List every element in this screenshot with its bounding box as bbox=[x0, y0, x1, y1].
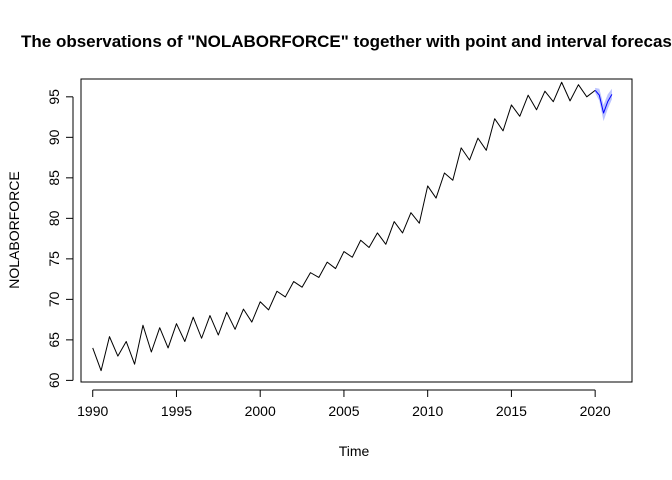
x-tick-label: 2005 bbox=[328, 403, 359, 419]
y-tick-label: 75 bbox=[46, 251, 62, 267]
y-tick-label: 85 bbox=[46, 170, 62, 186]
y-tick-label: 90 bbox=[46, 129, 62, 145]
y-tick-label: 95 bbox=[46, 89, 62, 105]
y-tick-label: 80 bbox=[46, 210, 62, 226]
chart-title: The observations of "NOLABORFORCE" toget… bbox=[21, 32, 672, 51]
y-axis: 60 65 70 75 80 85 90 95 bbox=[46, 89, 74, 388]
x-tick-label: 2010 bbox=[412, 403, 443, 419]
y-tick-label: 70 bbox=[46, 291, 62, 307]
observed-series-line bbox=[92, 81, 596, 372]
x-tick-label: 2015 bbox=[496, 403, 527, 419]
x-axis: 1990 1995 2000 2005 2010 2015 2020 bbox=[77, 389, 611, 419]
x-tick-label: 1990 bbox=[77, 403, 108, 419]
y-tick-label: 60 bbox=[46, 372, 62, 388]
forecast-series-line bbox=[594, 90, 613, 114]
series-layer bbox=[92, 81, 613, 372]
x-tick-label: 1995 bbox=[161, 403, 192, 419]
plot-frame bbox=[80, 78, 633, 383]
y-axis-label: NOLABORFORCE bbox=[6, 171, 22, 288]
y-tick-label: 65 bbox=[46, 332, 62, 348]
x-tick-label: 2020 bbox=[580, 403, 611, 419]
x-axis-label: Time bbox=[339, 443, 370, 459]
x-tick-label: 2000 bbox=[245, 403, 276, 419]
